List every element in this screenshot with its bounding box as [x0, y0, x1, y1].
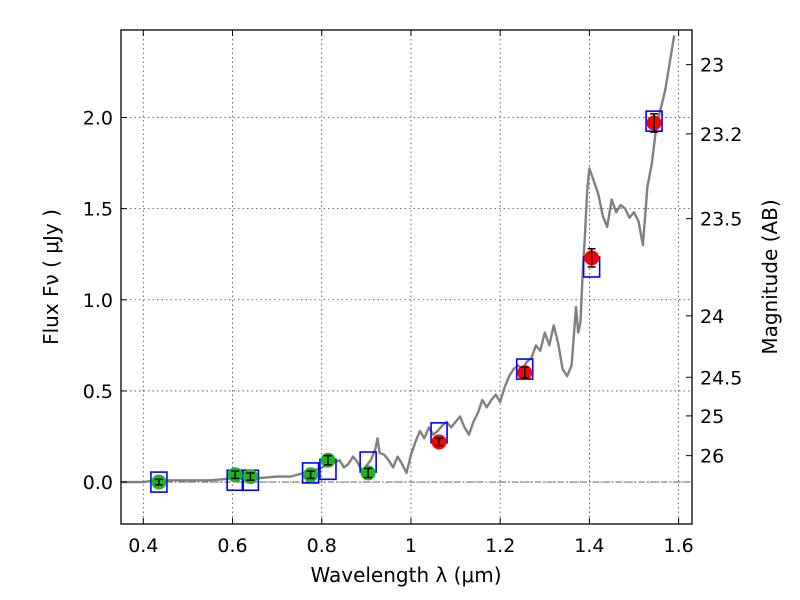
y-axis-label-right: Magnitude (AB): [758, 199, 782, 354]
x-tick-label: 1: [405, 535, 417, 557]
y-tick-label: 1.5: [83, 199, 113, 221]
y-tick-label: 0.0: [83, 472, 113, 494]
y-tick-label: 2.0: [83, 107, 113, 129]
x-tick-label: 1.2: [485, 535, 515, 557]
magnitude-tick-label: 24: [700, 306, 724, 328]
model-photometry-box: [301, 462, 320, 484]
magnitude-tick-label: 23: [700, 55, 724, 77]
magnitude-tick-label: 24.5: [700, 367, 742, 389]
x-tick-label: 0.6: [217, 535, 247, 557]
magnitude-tick-label: 23.5: [700, 209, 742, 231]
model-photometry-box: [150, 471, 168, 493]
magnitude-tick-label: 26: [700, 446, 724, 468]
plot-area: [121, 35, 692, 493]
y-tick-label: 0.5: [83, 381, 113, 403]
x-tick-label: 1.6: [664, 535, 694, 557]
x-tick-label: 0.8: [307, 535, 337, 557]
model-spectrum-line: [121, 35, 676, 484]
y-tick-label: 1.0: [83, 290, 113, 312]
x-tick-label: 0.4: [128, 535, 158, 557]
y-axis-label-left: Flux Fν ( μJy ): [39, 209, 63, 345]
magnitude-tick-label: 25: [700, 406, 724, 428]
x-tick-label: 1.4: [574, 535, 604, 557]
magnitude-tick-label: 23.2: [700, 124, 742, 146]
axes-ticks: 0.4 0.6 0.8 1 1.2 1.4 1.6 0.0 0.5 1.0 1.5 2.0 23 23.2…: [83, 30, 742, 557]
plot-frame: [120, 29, 693, 525]
x-axis-label: Wavelength λ (μm): [310, 563, 501, 587]
